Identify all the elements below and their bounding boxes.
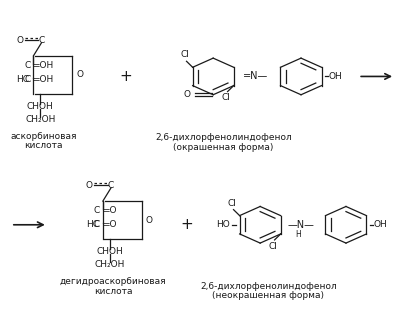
Text: (неокрашенная форма): (неокрашенная форма)	[212, 291, 324, 300]
Text: C: C	[38, 36, 45, 45]
Text: C: C	[94, 220, 100, 229]
Text: кислота: кислота	[24, 141, 63, 150]
Text: дегидроаскорбиновая: дегидроаскорбиновая	[60, 277, 166, 286]
Text: =O: =O	[101, 206, 116, 215]
Text: +: +	[119, 69, 131, 84]
Text: Cl: Cl	[180, 50, 189, 59]
Text: =OH: =OH	[32, 75, 53, 84]
Text: (окрашенная форма): (окрашенная форма)	[173, 143, 273, 152]
Text: Cl: Cl	[220, 94, 229, 102]
Text: HC: HC	[85, 220, 99, 229]
Text: O: O	[183, 90, 190, 99]
Text: CHOH: CHOH	[27, 102, 54, 111]
Text: кислота: кислота	[94, 287, 132, 295]
Text: HO: HO	[216, 220, 230, 229]
Text: H: H	[295, 230, 301, 239]
Text: CH₂OH: CH₂OH	[94, 260, 125, 269]
Text: O: O	[76, 70, 83, 79]
Text: Cl: Cl	[267, 242, 276, 251]
Text: —N—: —N—	[287, 220, 314, 230]
Text: O: O	[145, 216, 153, 224]
Text: C: C	[24, 61, 30, 70]
Text: =N—: =N—	[243, 71, 267, 81]
Text: Cl: Cl	[227, 199, 235, 208]
Text: =O: =O	[101, 220, 116, 229]
Text: 2,6-дихлорфенолиндофенол: 2,6-дихлорфенолиндофенол	[155, 133, 291, 142]
Text: +: +	[180, 217, 193, 232]
Text: HC: HC	[16, 75, 29, 84]
Text: CH₂OH: CH₂OH	[25, 114, 55, 124]
Text: 2,6-дихлорфенолиндофенол: 2,6-дихлорфенолиндофенол	[200, 282, 336, 291]
Text: C: C	[94, 206, 100, 215]
Text: O: O	[16, 36, 23, 45]
Text: C: C	[108, 181, 114, 190]
Text: аскорбиновая: аскорбиновая	[10, 132, 76, 141]
Text: OH: OH	[373, 220, 387, 229]
Text: C: C	[24, 75, 30, 84]
Text: OH: OH	[328, 72, 342, 81]
Text: O: O	[85, 181, 92, 190]
Text: =OH: =OH	[32, 61, 53, 70]
Text: CHOH: CHOH	[96, 247, 123, 256]
